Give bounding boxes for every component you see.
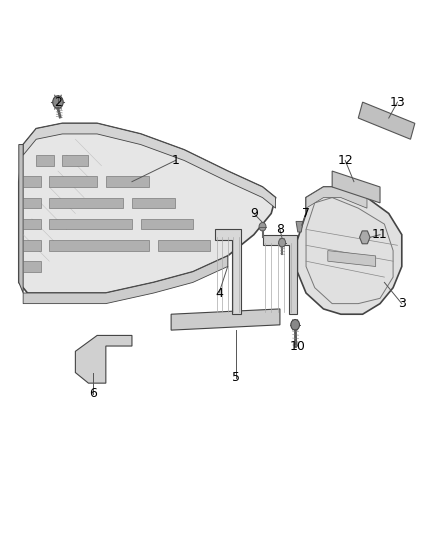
- Text: 11: 11: [372, 228, 388, 241]
- Polygon shape: [49, 198, 123, 208]
- Polygon shape: [19, 123, 276, 293]
- Text: 8: 8: [276, 223, 284, 236]
- Circle shape: [53, 96, 63, 109]
- Polygon shape: [23, 123, 276, 208]
- Text: 5: 5: [233, 372, 240, 384]
- Text: 12: 12: [337, 154, 353, 167]
- Polygon shape: [132, 198, 176, 208]
- Text: 4: 4: [215, 287, 223, 300]
- Text: 13: 13: [389, 95, 405, 109]
- Polygon shape: [23, 176, 41, 187]
- Circle shape: [279, 238, 286, 247]
- Polygon shape: [141, 219, 193, 229]
- Polygon shape: [306, 187, 367, 208]
- Polygon shape: [62, 155, 88, 166]
- Polygon shape: [296, 221, 303, 232]
- Polygon shape: [49, 219, 132, 229]
- Polygon shape: [23, 240, 41, 251]
- Polygon shape: [215, 229, 241, 314]
- Text: 1: 1: [172, 154, 180, 167]
- Polygon shape: [49, 176, 97, 187]
- Polygon shape: [297, 187, 402, 314]
- Polygon shape: [23, 261, 41, 272]
- Polygon shape: [19, 144, 23, 293]
- Text: 9: 9: [250, 207, 258, 220]
- Polygon shape: [328, 251, 376, 266]
- Polygon shape: [360, 231, 370, 244]
- Polygon shape: [36, 155, 53, 166]
- Circle shape: [259, 222, 266, 231]
- Text: 7: 7: [302, 207, 310, 220]
- Circle shape: [291, 319, 300, 330]
- Polygon shape: [171, 309, 280, 330]
- Polygon shape: [106, 176, 149, 187]
- Polygon shape: [23, 198, 41, 208]
- Polygon shape: [158, 240, 210, 251]
- Polygon shape: [75, 335, 132, 383]
- Polygon shape: [23, 219, 41, 229]
- Text: 3: 3: [398, 297, 406, 310]
- Polygon shape: [332, 171, 380, 203]
- Polygon shape: [49, 240, 149, 251]
- Polygon shape: [358, 102, 415, 139]
- Polygon shape: [262, 235, 297, 314]
- Text: 10: 10: [290, 340, 305, 352]
- Text: 6: 6: [89, 387, 97, 400]
- Polygon shape: [23, 256, 228, 304]
- Text: 2: 2: [54, 95, 62, 109]
